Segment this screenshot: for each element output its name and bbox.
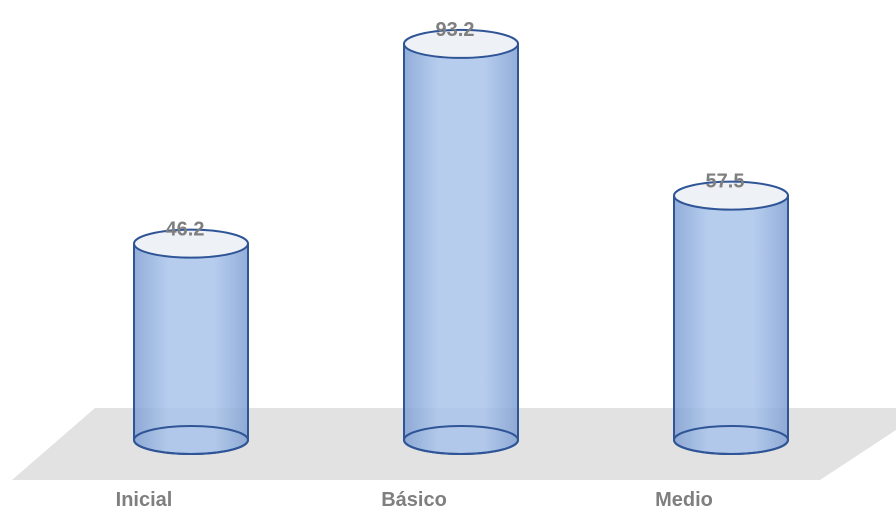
bars-layer xyxy=(133,28,789,455)
data-label: 57.5 xyxy=(706,171,745,193)
bar-body xyxy=(673,194,789,455)
bar-top-cap xyxy=(133,228,249,259)
labels-layer: 46.2 Inicial 93.2 Básico 57.5 Medio xyxy=(116,19,745,511)
bar-top-cap xyxy=(403,28,519,59)
bar-top-cap xyxy=(673,180,789,211)
category-label: Medio xyxy=(655,489,713,511)
bar-base-rim xyxy=(133,425,249,455)
category-label: Inicial xyxy=(116,489,173,511)
category-label: Básico xyxy=(381,489,447,511)
bar-inicial xyxy=(133,228,249,455)
data-label: 93.2 xyxy=(436,19,475,41)
bar-básico xyxy=(403,28,519,455)
bar-base-rim xyxy=(673,425,789,455)
bar-base-rim xyxy=(403,425,519,455)
bar-body xyxy=(403,42,519,455)
bar-medio xyxy=(673,180,789,455)
data-label: 46.2 xyxy=(166,219,205,241)
bar-body xyxy=(133,242,249,455)
